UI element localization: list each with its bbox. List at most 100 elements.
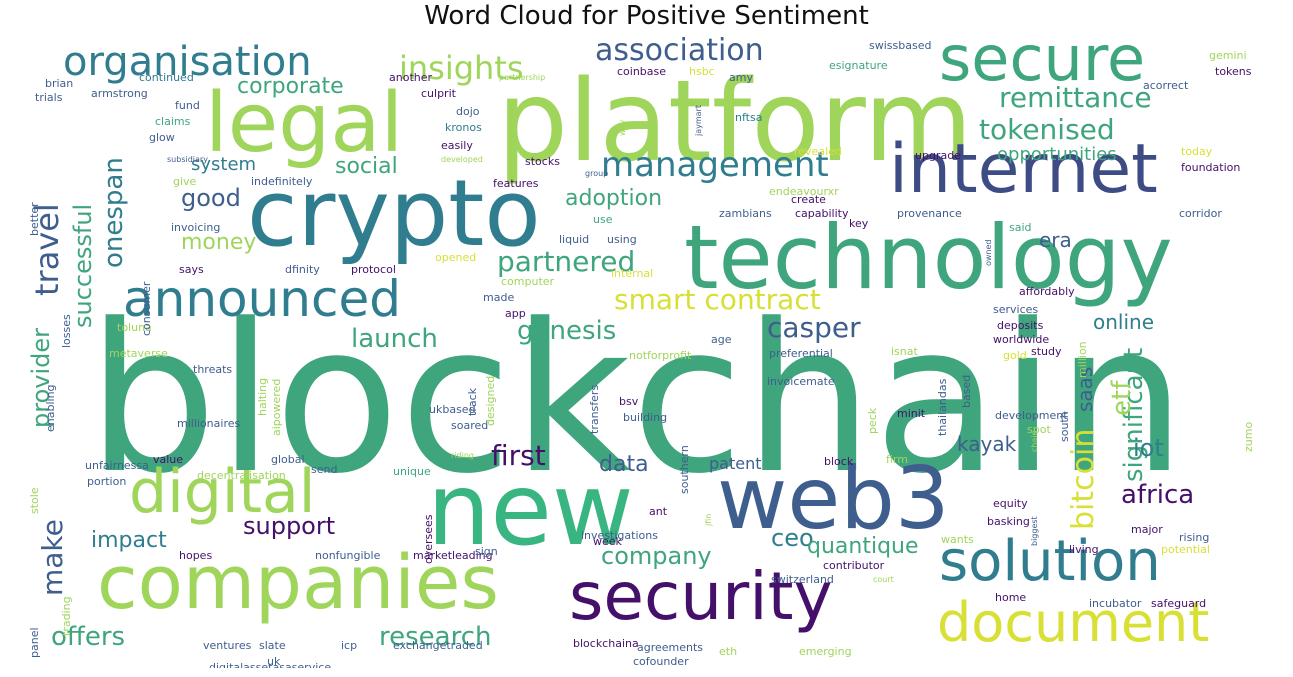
word-offers: offers [51, 622, 126, 652]
word-liquid: said [1009, 221, 1032, 234]
word-using: liquid [559, 233, 590, 246]
word-trials: trials [35, 91, 63, 104]
word-revealed: revealed [794, 145, 842, 158]
word-create: endeavourxr [769, 185, 839, 198]
word-online: online [1093, 310, 1155, 334]
word-tokens: tokens [1215, 65, 1252, 78]
word-adoption: adoption [565, 186, 663, 211]
word-partnered: partnered [497, 245, 636, 278]
word-zumo: switzerland [771, 573, 834, 586]
word-patent: patent [709, 454, 762, 473]
word-send: millionaires [177, 417, 241, 430]
word-portion: development [995, 409, 1068, 422]
word-bitcoin: bitcoin [1066, 428, 1101, 530]
word-digital: digital [129, 457, 316, 527]
word-blockchaina: week [593, 535, 622, 548]
word-africa: africa [1121, 480, 1195, 510]
word-building: isnat [891, 345, 918, 358]
word-research: research [379, 622, 492, 652]
word-association: association [595, 36, 764, 68]
word-metaverse: services [993, 303, 1039, 316]
word-new: new [427, 451, 634, 568]
word-use: capability [795, 207, 849, 220]
word-subsidiary: chain [1030, 430, 1039, 452]
word-halting: icp [341, 639, 358, 652]
word-companies: companies [97, 540, 499, 626]
word-ventures: riding [451, 451, 474, 460]
word-good: good [181, 184, 241, 212]
word-ukbased: notforprofit [629, 349, 692, 362]
word-cofounder: investigations [581, 529, 658, 542]
word-protocol: invoicing [171, 221, 221, 234]
word-marketleading: global [271, 453, 305, 466]
word-data: data [599, 452, 649, 477]
word-court: oversees [422, 514, 435, 564]
word-said: key [849, 217, 869, 230]
word-casper: casper [767, 311, 861, 344]
word-hopes: building [623, 411, 668, 424]
word-bsv: preferential [769, 347, 833, 360]
word-era: era [1039, 228, 1072, 252]
word-zambians: create [791, 193, 826, 206]
word-launch: launch [351, 324, 438, 354]
word-week: portion [87, 475, 127, 488]
word-security: security [569, 558, 833, 635]
word-social: social [335, 154, 398, 179]
word-sign: unfairnessa [85, 459, 149, 472]
word-etf: etf [1107, 380, 1137, 416]
word-first: first [491, 439, 546, 472]
word-rising: send [311, 463, 338, 476]
word-stocks: stocks [525, 155, 560, 168]
word-notforprofit: million [1076, 341, 1089, 378]
word-block: soared [451, 419, 489, 432]
word-home: southern [678, 445, 691, 494]
word-indefinitely: consumer [140, 281, 153, 336]
word-continued: continued [139, 71, 194, 84]
word-firm: bsv [619, 395, 639, 408]
word-gemini: gemini [1209, 49, 1247, 62]
word-internet: internet [889, 130, 1158, 209]
word-exchangetraded: south [1058, 411, 1071, 442]
word-another: another [389, 71, 433, 84]
word-soared: age [711, 333, 732, 346]
word-agreements: major [1131, 523, 1163, 536]
word-quantique: quantique [807, 534, 919, 559]
word-blockchain: block chain [87, 281, 1187, 519]
word-make: make [36, 519, 69, 596]
figure-title: Word Cloud for Positive Sentiment [424, 1, 869, 31]
word-stole: safeguard [1151, 597, 1207, 610]
word-track: exchangetraded [393, 639, 483, 652]
word-app: internal [611, 267, 654, 280]
word-system: system [191, 154, 257, 175]
word-investigations: value [153, 453, 184, 466]
word-minit: worldwide [993, 333, 1050, 346]
word-iot: iot [1133, 434, 1164, 462]
word-impact: impact [91, 528, 167, 553]
word-provenance: use [593, 213, 613, 226]
word-technology: technology [684, 206, 1173, 309]
word-easily: easily [441, 139, 473, 152]
word-south: incubator [1089, 597, 1142, 610]
word-incubator: equity [993, 497, 1028, 510]
word-global: invoicemate [767, 375, 835, 388]
word-decentralisation: zumo [1242, 421, 1255, 452]
word-partnership: partnership [499, 73, 546, 82]
word-armstrong: armstrong [91, 87, 148, 100]
word-developed: developed [441, 155, 483, 164]
word-unique: ukbased [429, 403, 476, 416]
word-acorrect: acorrect [1143, 79, 1189, 92]
word-wants: decentralisation [197, 469, 286, 482]
word-says: give [173, 175, 197, 188]
word-designed: uk [267, 655, 281, 668]
word-opened: says [179, 263, 204, 276]
word-today: today [1181, 145, 1213, 158]
word-successful: successful [69, 203, 97, 328]
word-unfairnessa: based [960, 374, 973, 408]
word-ant: minit [897, 407, 926, 420]
word-claims: claims [155, 115, 191, 128]
word-secure: secure [939, 36, 1146, 95]
word-remittance: remittance [999, 81, 1152, 114]
word-legal: legal [205, 76, 404, 171]
word-millionaires: designed [484, 375, 497, 426]
word-group: jaymart [694, 105, 703, 136]
